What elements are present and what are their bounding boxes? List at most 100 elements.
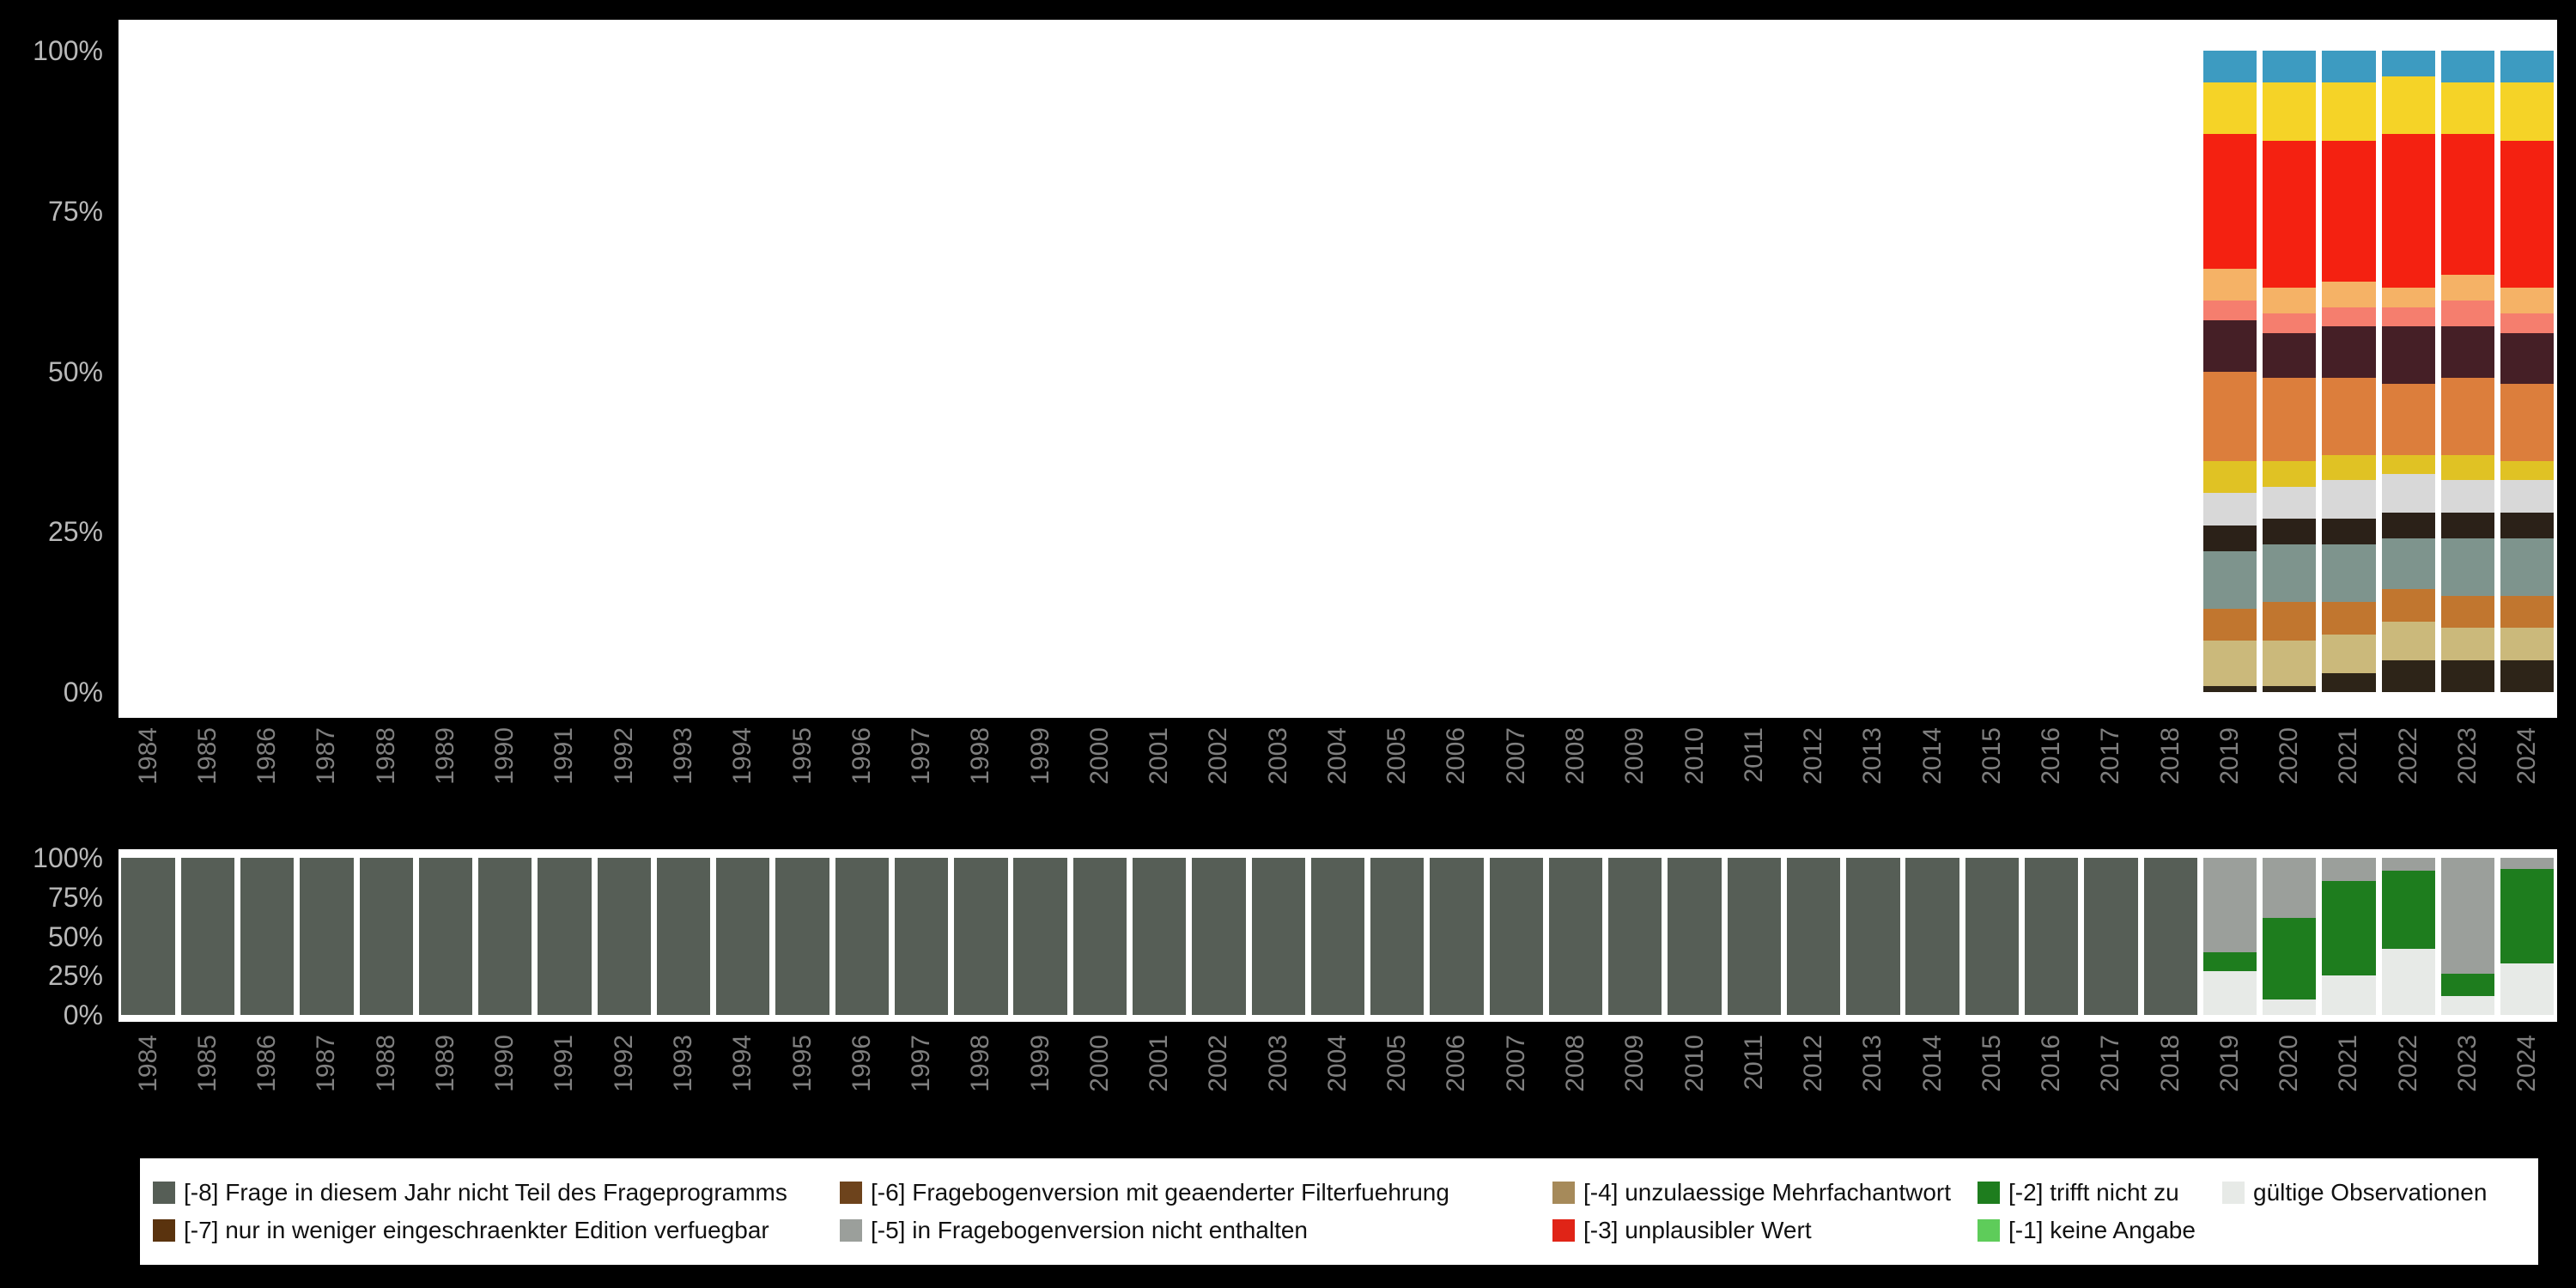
bar-segment [2500, 51, 2555, 83]
bar-slot [1665, 858, 1724, 1015]
bar-segment [954, 858, 1008, 1015]
bar-slot [891, 51, 951, 692]
bar-segment [2322, 307, 2376, 327]
stacked-bar-1993 [656, 858, 711, 1015]
bar-segment [894, 858, 949, 1015]
x-axis-year-label: 2022 [2393, 1035, 2422, 1092]
legend-label: [-7] nur in weniger eingeschraenkter Edi… [184, 1217, 769, 1243]
x-axis-year-label: 1992 [609, 727, 638, 785]
bar-slot [1011, 51, 1070, 692]
x-axis-slot: 1992 [594, 1035, 653, 1146]
stacked-bar-2020 [2263, 51, 2317, 692]
bar-segment [2202, 951, 2257, 971]
stacked-bar-2024 [2500, 858, 2555, 1015]
x-axis-year-label: 2005 [1382, 727, 1412, 785]
bar-segment [2143, 858, 2197, 1015]
bar-slot [1606, 51, 1665, 692]
stacked-bar-1997 [894, 858, 949, 1015]
x-axis-slot: 2024 [2498, 727, 2557, 839]
bar-segment [597, 858, 651, 1015]
x-axis-slot: 1998 [951, 727, 1011, 839]
x-axis-slot: 1995 [773, 727, 832, 839]
x-axis-slot: 2017 [2081, 727, 2141, 839]
bar-slot [297, 51, 356, 692]
bar-slot [1249, 51, 1308, 692]
x-axis-slot: 2014 [1903, 727, 1962, 839]
bar-segment [2500, 82, 2555, 141]
x-axis-year-label: 1995 [787, 1035, 817, 1092]
bar-slot [951, 858, 1011, 1015]
bar-segment [2263, 486, 2317, 519]
bar-slot [1665, 51, 1724, 692]
x-axis-year-label: 2008 [1561, 1035, 1589, 1092]
stacked-bar-1984 [121, 858, 175, 1015]
x-axis-slot: 1994 [714, 727, 773, 839]
stacked-bar-2022 [2381, 51, 2435, 692]
x-axis-year-label: 2003 [1263, 727, 1292, 785]
stacked-bar-1988 [359, 858, 413, 1015]
x-axis-year-label: 2008 [1561, 727, 1589, 785]
stacked-bar-2019 [2202, 858, 2257, 1015]
bar-slot [2200, 858, 2259, 1015]
x-axis-slot: 2018 [2141, 727, 2200, 839]
bar-segment [2381, 621, 2435, 660]
bar-slot [356, 858, 416, 1015]
y-axis-tick-label: 75% [47, 881, 103, 913]
x-axis-year-label: 1993 [669, 727, 698, 785]
bar-segment [2202, 550, 2257, 609]
x-axis-slot: 1998 [951, 1035, 1011, 1146]
x-axis-year-label: 2015 [1977, 727, 2006, 785]
x-axis-year-label: 1988 [371, 1035, 400, 1092]
bar-segment [2381, 858, 2435, 871]
bar-segment [2322, 858, 2376, 882]
bar-segment [656, 858, 711, 1015]
bar-segment [2202, 371, 2257, 462]
legend-swatch [840, 1182, 862, 1204]
bar-segment [2322, 51, 2376, 83]
x-axis-slot: 2020 [2260, 1035, 2319, 1146]
x-axis-year-label: 2011 [1739, 1035, 1768, 1091]
bar-segment [2263, 288, 2317, 314]
bar-slot [2379, 858, 2438, 1015]
stacked-bar-2018 [2143, 858, 2197, 1015]
x-axis-slot: 1999 [1011, 1035, 1070, 1146]
x-axis-year-label: 2004 [1322, 1035, 1352, 1092]
stacked-bar-1995 [775, 858, 829, 1015]
bar-slot [2379, 51, 2438, 692]
legend-swatch [1978, 1182, 2000, 1204]
bar-slot [118, 51, 178, 692]
bar-slot [476, 51, 535, 692]
x-axis-year-label: 2015 [1977, 1035, 2006, 1092]
x-axis-slot: 1985 [178, 1035, 237, 1146]
bar-segment [2322, 602, 2376, 635]
bottom-chart-bars [118, 858, 2557, 1015]
bar-slot [714, 858, 773, 1015]
bar-slot [1130, 51, 1189, 692]
x-axis-slot: 1997 [891, 1035, 951, 1146]
bar-slot [2438, 858, 2497, 1015]
bar-slot [1368, 858, 1427, 1015]
stacked-bar-2019 [2202, 51, 2257, 692]
bar-segment [2322, 377, 2376, 455]
stacked-bar-1987 [300, 858, 354, 1015]
x-axis-year-label: 2002 [1204, 727, 1233, 785]
x-axis-slot: 2010 [1665, 727, 1724, 839]
stacked-bar-2014 [1905, 858, 1959, 1015]
bar-segment [2440, 974, 2495, 997]
stacked-bar-2003 [1251, 858, 1305, 1015]
x-axis-year-label: 2006 [1442, 727, 1471, 785]
x-axis-slot: 2000 [1070, 727, 1129, 839]
bar-segment [2263, 858, 2317, 918]
x-axis-slot: 2022 [2379, 727, 2438, 839]
bar-segment [2202, 858, 2257, 952]
x-axis-slot: 2008 [1546, 727, 1605, 839]
legend-label: [-3] unplausibler Wert [1583, 1217, 1812, 1243]
bar-segment [2263, 140, 2317, 289]
bar-segment [2381, 538, 2435, 590]
x-axis-slot: 2022 [2379, 1035, 2438, 1146]
x-axis-slot: 1991 [535, 727, 594, 839]
x-axis-slot: 1984 [118, 727, 178, 839]
bar-slot [356, 51, 416, 692]
x-axis-year-label: 1996 [847, 1035, 876, 1092]
x-axis-slot: 2006 [1427, 727, 1486, 839]
